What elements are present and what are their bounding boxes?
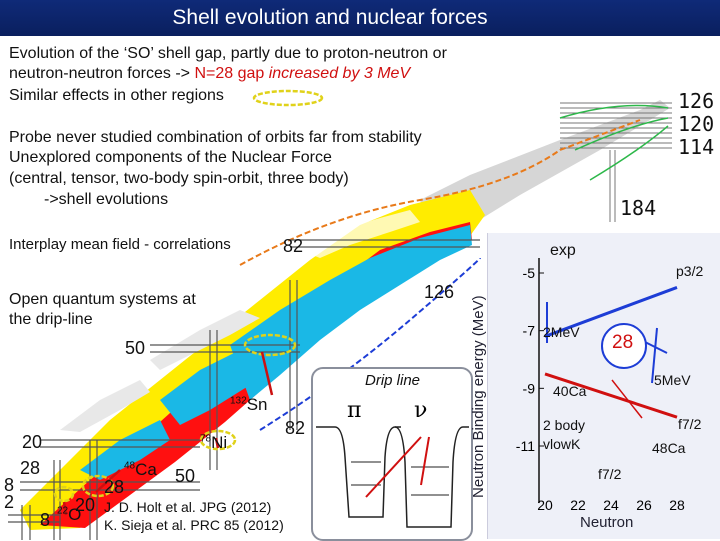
ni-mass: 78 [200, 433, 212, 445]
magic-2: 2 [4, 492, 15, 512]
reference-holt: J. D. Holt et al. JPG (2012) [104, 499, 272, 515]
para1-line2-a: neutron-neutron forces -> [9, 65, 195, 82]
para1-line2-c: increased by 3 MeV [268, 65, 411, 82]
far-magic-184: 184 [620, 196, 657, 220]
series-line-f7-2 [544, 372, 678, 419]
reference-sieja: K. Sieja et al. PRC 85 (2012) [104, 517, 284, 533]
o-mass: 22 [57, 505, 69, 517]
nucleus-ni78: 78Ni [200, 433, 227, 453]
inset-x-label: Neutron [580, 514, 634, 531]
magic-8-low: 8 [40, 510, 51, 530]
far-magic-126: 126 [678, 89, 715, 113]
label-p32: p3/2 [676, 263, 703, 279]
far-magic-numbers: 126 120 114 [678, 90, 714, 159]
nuclei-arrows [62, 351, 274, 516]
label-f72-right: f7/2 [678, 416, 702, 432]
para1-line1: Evolution of the ‘SO’ shell gap, partly … [9, 45, 447, 62]
magic-82-top: 82 [283, 236, 304, 256]
para1-line2: neutron-neutron forces -> N=28 gap incre… [9, 64, 410, 85]
magic-28-z: 28 [20, 458, 41, 478]
p32-text: p3/2 [676, 263, 704, 279]
ca-symbol: Ca [135, 460, 157, 479]
inset-exp-label: exp [550, 242, 576, 259]
y-tick-label: -5 [523, 265, 536, 281]
magic-82-side: 82 [285, 418, 306, 438]
slide-title: Shell evolution and nuclear forces [172, 6, 488, 29]
binding-energy-inset [487, 233, 720, 539]
inset-chart: -5 -7 -9 -11 20 22 24 26 28 [516, 258, 685, 513]
para2-line1: Probe never studied combination of orbit… [9, 129, 422, 146]
label-f72-bottom: f7/2 [598, 466, 622, 482]
label-5mev: 5MeV [654, 372, 691, 388]
magic-28-n: 28 [104, 477, 125, 497]
ca-mass: 48 [124, 460, 136, 472]
magic-126-mid: 126 [424, 282, 455, 302]
far-magic-120: 120 [678, 112, 715, 136]
y-tick-label: -9 [523, 380, 536, 396]
sn-mass: 132 [230, 395, 247, 407]
ni-symbol: Ni [211, 433, 228, 452]
label-2mev: 2MeV [543, 324, 580, 340]
x-tick-label: 24 [603, 497, 619, 513]
potential-well-box [311, 367, 473, 541]
pi-symbol: π [347, 398, 362, 423]
far-magic-114: 114 [678, 135, 715, 159]
label-vlowk: vlowK [543, 436, 581, 452]
label-ca48: 48Ca [652, 440, 686, 456]
nucleus-ca48: 48Ca [124, 460, 157, 480]
x-tick-label: 22 [570, 497, 586, 513]
drip-line-proton [239, 119, 641, 266]
para1-line2-b: N=28 gap [194, 65, 269, 82]
y-tick-label: -11 [516, 438, 535, 454]
nucleus-o22: 22O [57, 505, 81, 525]
magic-20-z: 20 [22, 432, 43, 452]
o-symbol: O [68, 505, 82, 524]
magic-8: 8 [4, 475, 15, 495]
interplay-text: Interplay mean field - correlations [9, 236, 231, 253]
magic-50-mid: 50 [125, 338, 146, 358]
nucleus-sn132: 132Sn [230, 395, 267, 415]
label-2-body: 2 body [543, 417, 586, 433]
para2-line4: ->shell evolutions [44, 191, 169, 208]
series-line-p3-2 [544, 286, 678, 338]
title-bar [0, 0, 720, 36]
inset-y-label: Neutron Binding energy (MeV) [470, 295, 487, 498]
open-systems-line1: Open quantum systems at [9, 291, 196, 308]
label-magic-28: 28 [612, 332, 634, 353]
y-tick-label: -7 [523, 323, 536, 339]
magic-lines [8, 239, 480, 540]
x-tick-label: 26 [636, 497, 652, 513]
para1-line3: Similar effects in other regions [9, 87, 224, 104]
highlight-ellipses [53, 89, 324, 503]
open-systems-line2: the drip-line [9, 311, 93, 328]
magic-50-low: 50 [175, 466, 196, 486]
nu-symbol: ν [414, 398, 428, 423]
para2-line2: Unexplored components of the Nuclear For… [9, 149, 332, 166]
para2-line3: (central, tensor, two-body spin-orbit, t… [9, 170, 349, 187]
potential-well-drawing [316, 426, 469, 528]
sn-symbol: Sn [246, 395, 268, 414]
x-tick-label: 20 [537, 497, 553, 513]
magic-20-n: 20 [75, 495, 96, 515]
drip-line-neutron [259, 257, 481, 431]
x-tick-label: 28 [669, 497, 685, 513]
drip-line-label: Drip line [365, 372, 421, 389]
label-ca40: 40Ca [553, 383, 587, 399]
